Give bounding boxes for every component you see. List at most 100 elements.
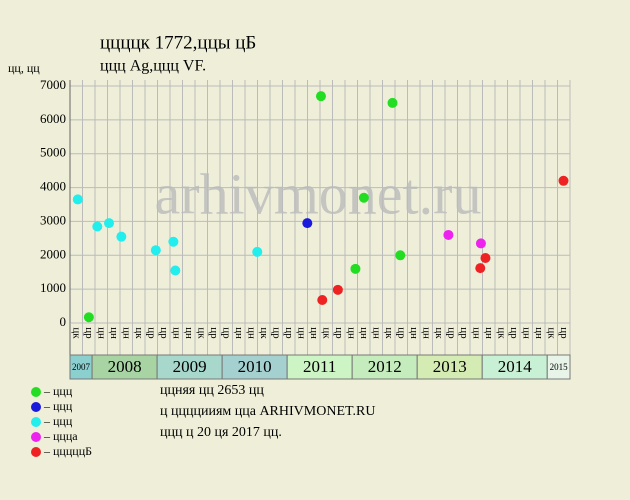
point xyxy=(475,263,486,274)
chart-subtitle: ццц Ag,ццц VF. xyxy=(100,58,206,75)
year-band xyxy=(481,354,548,380)
column-label: цк xyxy=(433,327,445,339)
column-label: цн xyxy=(483,327,495,339)
point xyxy=(92,221,103,232)
column-label: цн xyxy=(471,327,483,339)
point xyxy=(83,312,94,323)
legend-label: – ццц xyxy=(43,399,73,413)
legend-label: – цццццБ xyxy=(43,444,92,458)
column-label: цр xyxy=(221,327,233,339)
y-tick-label: 2000 xyxy=(40,246,66,261)
column-label: цк xyxy=(133,327,145,339)
column-label: цр xyxy=(396,327,408,339)
point xyxy=(317,294,328,305)
point xyxy=(395,250,406,261)
column-label: цн xyxy=(121,327,133,339)
legend-label: – ццц xyxy=(43,414,73,428)
column-label: цк xyxy=(196,327,208,339)
y-tick-label: 4000 xyxy=(40,179,66,194)
column-label: цр xyxy=(271,327,283,339)
column-label: цн xyxy=(308,327,320,339)
y-tick-label: 6000 xyxy=(40,111,66,126)
column-label: цр xyxy=(208,327,220,339)
column-label: цр xyxy=(146,327,158,339)
year-label: 2010 xyxy=(238,357,272,376)
year-band xyxy=(546,354,571,380)
y-tick-label: 5000 xyxy=(40,145,66,160)
column-label: цр xyxy=(333,327,345,339)
point xyxy=(315,91,326,102)
column-label: цр xyxy=(158,327,170,339)
year-label: 2014 xyxy=(498,357,533,376)
note: ц ццццииям цца ARHIVMONET.RU xyxy=(160,404,375,419)
column-label: цр xyxy=(558,327,570,339)
year-band xyxy=(416,354,483,380)
watermark: arhivmonet.ru xyxy=(155,161,482,226)
column-label: цр xyxy=(446,327,458,339)
column-label: цк xyxy=(71,327,83,339)
legend-marker xyxy=(31,417,41,427)
legend-marker xyxy=(31,402,41,412)
year-label: 2013 xyxy=(433,357,467,376)
point xyxy=(475,238,486,249)
year-label: 2012 xyxy=(368,357,402,376)
y-tick-label: 1000 xyxy=(40,280,66,295)
point xyxy=(387,97,398,108)
point xyxy=(302,218,313,229)
column-label: цн xyxy=(371,327,383,339)
y-axis-label: цц, цц xyxy=(8,61,40,75)
column-label: цн xyxy=(233,327,245,339)
point xyxy=(168,236,179,247)
y-tick-label: 3000 xyxy=(40,212,66,227)
column-label: цр xyxy=(458,327,470,339)
point xyxy=(72,194,83,205)
column-label: цк xyxy=(321,327,333,339)
note: ццц ц 20 ця 2017 цц. xyxy=(160,425,282,440)
point xyxy=(252,246,263,257)
year-label: 2007 xyxy=(72,362,91,372)
year-label: 2015 xyxy=(550,362,569,372)
column-label: цк xyxy=(496,327,508,339)
column-label: цр xyxy=(283,327,295,339)
year-label: 2008 xyxy=(108,357,142,376)
point xyxy=(116,231,127,242)
point xyxy=(150,245,161,256)
column-label: цр xyxy=(508,327,520,339)
column-label: цн xyxy=(421,327,433,339)
y-tick-label: 7000 xyxy=(40,77,66,92)
point xyxy=(480,252,491,263)
column-label: цн xyxy=(358,327,370,339)
column-label: цн xyxy=(96,327,108,339)
chart-title: ццццк 1772,ццы цБ xyxy=(100,32,256,53)
column-label: цк xyxy=(383,327,395,339)
legend-label: – ццц xyxy=(43,384,73,398)
column-label: цн xyxy=(346,327,358,339)
column-label: цн xyxy=(108,327,120,339)
column-label: цн xyxy=(408,327,420,339)
year-band xyxy=(91,354,158,380)
point xyxy=(558,175,569,186)
point xyxy=(443,229,454,240)
note: ццняя цц 2653 цц xyxy=(160,383,264,398)
y-tick-label: 0 xyxy=(60,314,67,329)
point xyxy=(350,263,361,274)
year-band xyxy=(221,354,288,380)
legend-marker xyxy=(31,387,41,397)
year-band xyxy=(286,354,353,380)
year-label: 2009 xyxy=(173,357,207,376)
year-label: 2011 xyxy=(303,357,336,376)
point xyxy=(358,192,369,203)
column-label: цн xyxy=(183,327,195,339)
point xyxy=(104,218,115,229)
legend-label: – ццца xyxy=(43,429,78,443)
column-label: цн xyxy=(296,327,308,339)
column-label: цн xyxy=(533,327,545,339)
column-label: цк xyxy=(258,327,270,339)
point xyxy=(332,284,343,295)
column-label: цр xyxy=(83,327,95,339)
column-label: цн xyxy=(521,327,533,339)
column-label: цк xyxy=(546,327,558,339)
point xyxy=(170,265,181,276)
